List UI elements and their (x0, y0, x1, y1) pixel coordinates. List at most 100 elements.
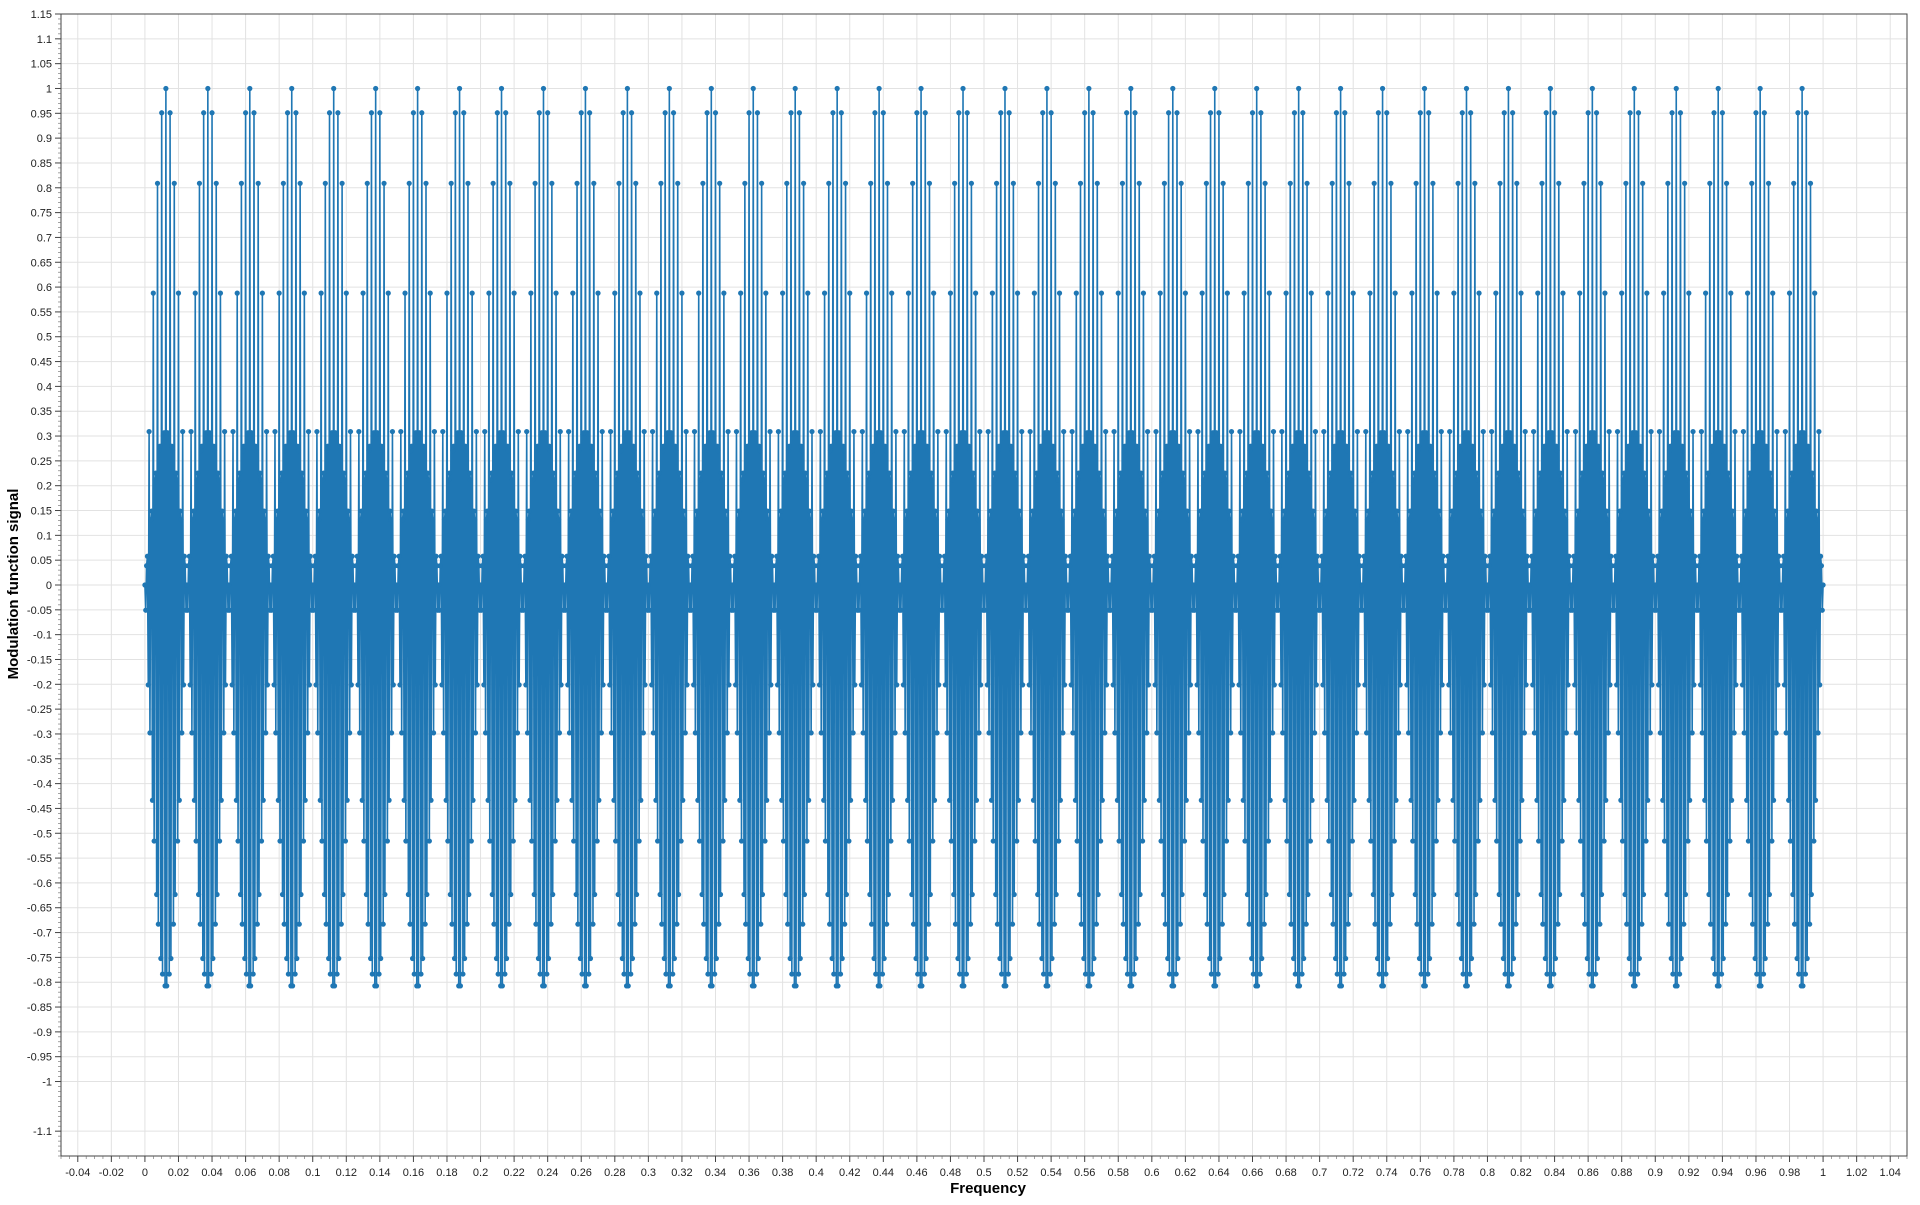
y-tick-label: -0.9 (33, 1027, 52, 1039)
data-point (1518, 290, 1524, 296)
data-point (1639, 921, 1645, 927)
x-tick-label: 1 (1820, 1167, 1826, 1179)
data-point (462, 443, 469, 449)
data-point (1250, 971, 1256, 977)
y-tick-label: -0.45 (27, 803, 52, 815)
x-tick-label: 0.76 (1410, 1167, 1431, 1179)
data-point (376, 971, 382, 977)
data-point (1775, 682, 1781, 688)
data-point (494, 110, 500, 116)
data-point (696, 290, 702, 296)
data-point (765, 517, 771, 523)
data-point (528, 290, 534, 296)
data-point (1412, 891, 1418, 898)
data-point (1645, 508, 1652, 514)
data-point (175, 290, 182, 296)
data-point (149, 508, 155, 514)
data-point (488, 470, 495, 476)
data-point (1742, 517, 1748, 523)
data-point (1390, 470, 1396, 476)
data-point (1668, 955, 1674, 962)
data-point (1431, 470, 1438, 476)
data-point (635, 477, 641, 483)
data-point (1724, 891, 1731, 898)
data-point (501, 431, 507, 437)
data-point (177, 508, 183, 514)
data-point (1014, 838, 1020, 844)
data-point (798, 443, 804, 449)
data-point (743, 921, 749, 927)
data-point (949, 477, 955, 483)
data-point (1291, 955, 1297, 962)
data-point (890, 508, 896, 514)
data-point (1139, 838, 1146, 844)
data-point (1533, 508, 1539, 514)
data-point (646, 607, 652, 613)
data-point (147, 730, 153, 736)
data-point (379, 447, 385, 454)
data-point (585, 431, 591, 437)
data-point (1090, 110, 1096, 116)
data-point (613, 477, 620, 483)
data-point (848, 508, 855, 514)
data-point (289, 85, 295, 92)
data-point (1318, 563, 1324, 569)
data-point (145, 682, 151, 688)
data-point (1614, 682, 1620, 688)
data-point (535, 443, 541, 449)
data-point (1350, 290, 1356, 296)
data-point (960, 85, 966, 92)
data-point (349, 553, 355, 559)
data-point (1592, 431, 1598, 437)
data-point (364, 180, 370, 186)
data-point (1044, 85, 1050, 92)
data-point (395, 563, 401, 569)
data-point (493, 443, 499, 449)
data-point (1097, 477, 1103, 483)
data-point (1311, 517, 1317, 523)
data-point (1444, 563, 1450, 569)
data-point (1004, 431, 1011, 437)
data-point (1779, 607, 1785, 613)
data-point (1479, 730, 1486, 736)
data-point (1729, 797, 1735, 803)
data-point (1408, 797, 1414, 803)
data-point (192, 290, 198, 296)
y-tick-label: -1 (42, 1077, 52, 1089)
data-point (1175, 955, 1181, 962)
data-point (1490, 517, 1496, 523)
data-point (321, 470, 327, 476)
data-point (1673, 85, 1679, 92)
data-point (1115, 290, 1121, 296)
x-tick-label: 0.96 (1745, 1167, 1766, 1179)
data-point (1319, 553, 1325, 559)
data-point (734, 730, 740, 736)
data-point (302, 797, 308, 803)
data-point (300, 477, 306, 483)
data-point (868, 180, 874, 186)
data-point (688, 607, 694, 613)
data-point (1653, 607, 1659, 613)
data-point (230, 428, 236, 435)
data-point (282, 447, 288, 454)
data-point (1540, 921, 1546, 927)
data-point (143, 563, 150, 569)
y-axis-title: Modulation function signal (5, 489, 22, 680)
data-point (243, 971, 250, 977)
data-point (753, 431, 759, 437)
data-point (911, 447, 917, 454)
data-point (908, 470, 914, 476)
data-point (630, 443, 636, 449)
data-point (804, 838, 810, 844)
data-point (1520, 517, 1527, 523)
data-point (452, 110, 458, 116)
data-point (780, 290, 786, 296)
data-point (1452, 838, 1458, 844)
data-point (1497, 180, 1503, 186)
data-point (639, 508, 645, 514)
data-point (682, 730, 688, 736)
data-point (1137, 891, 1143, 898)
data-point (1605, 730, 1611, 736)
data-point (201, 971, 208, 977)
data-point (1535, 290, 1541, 296)
